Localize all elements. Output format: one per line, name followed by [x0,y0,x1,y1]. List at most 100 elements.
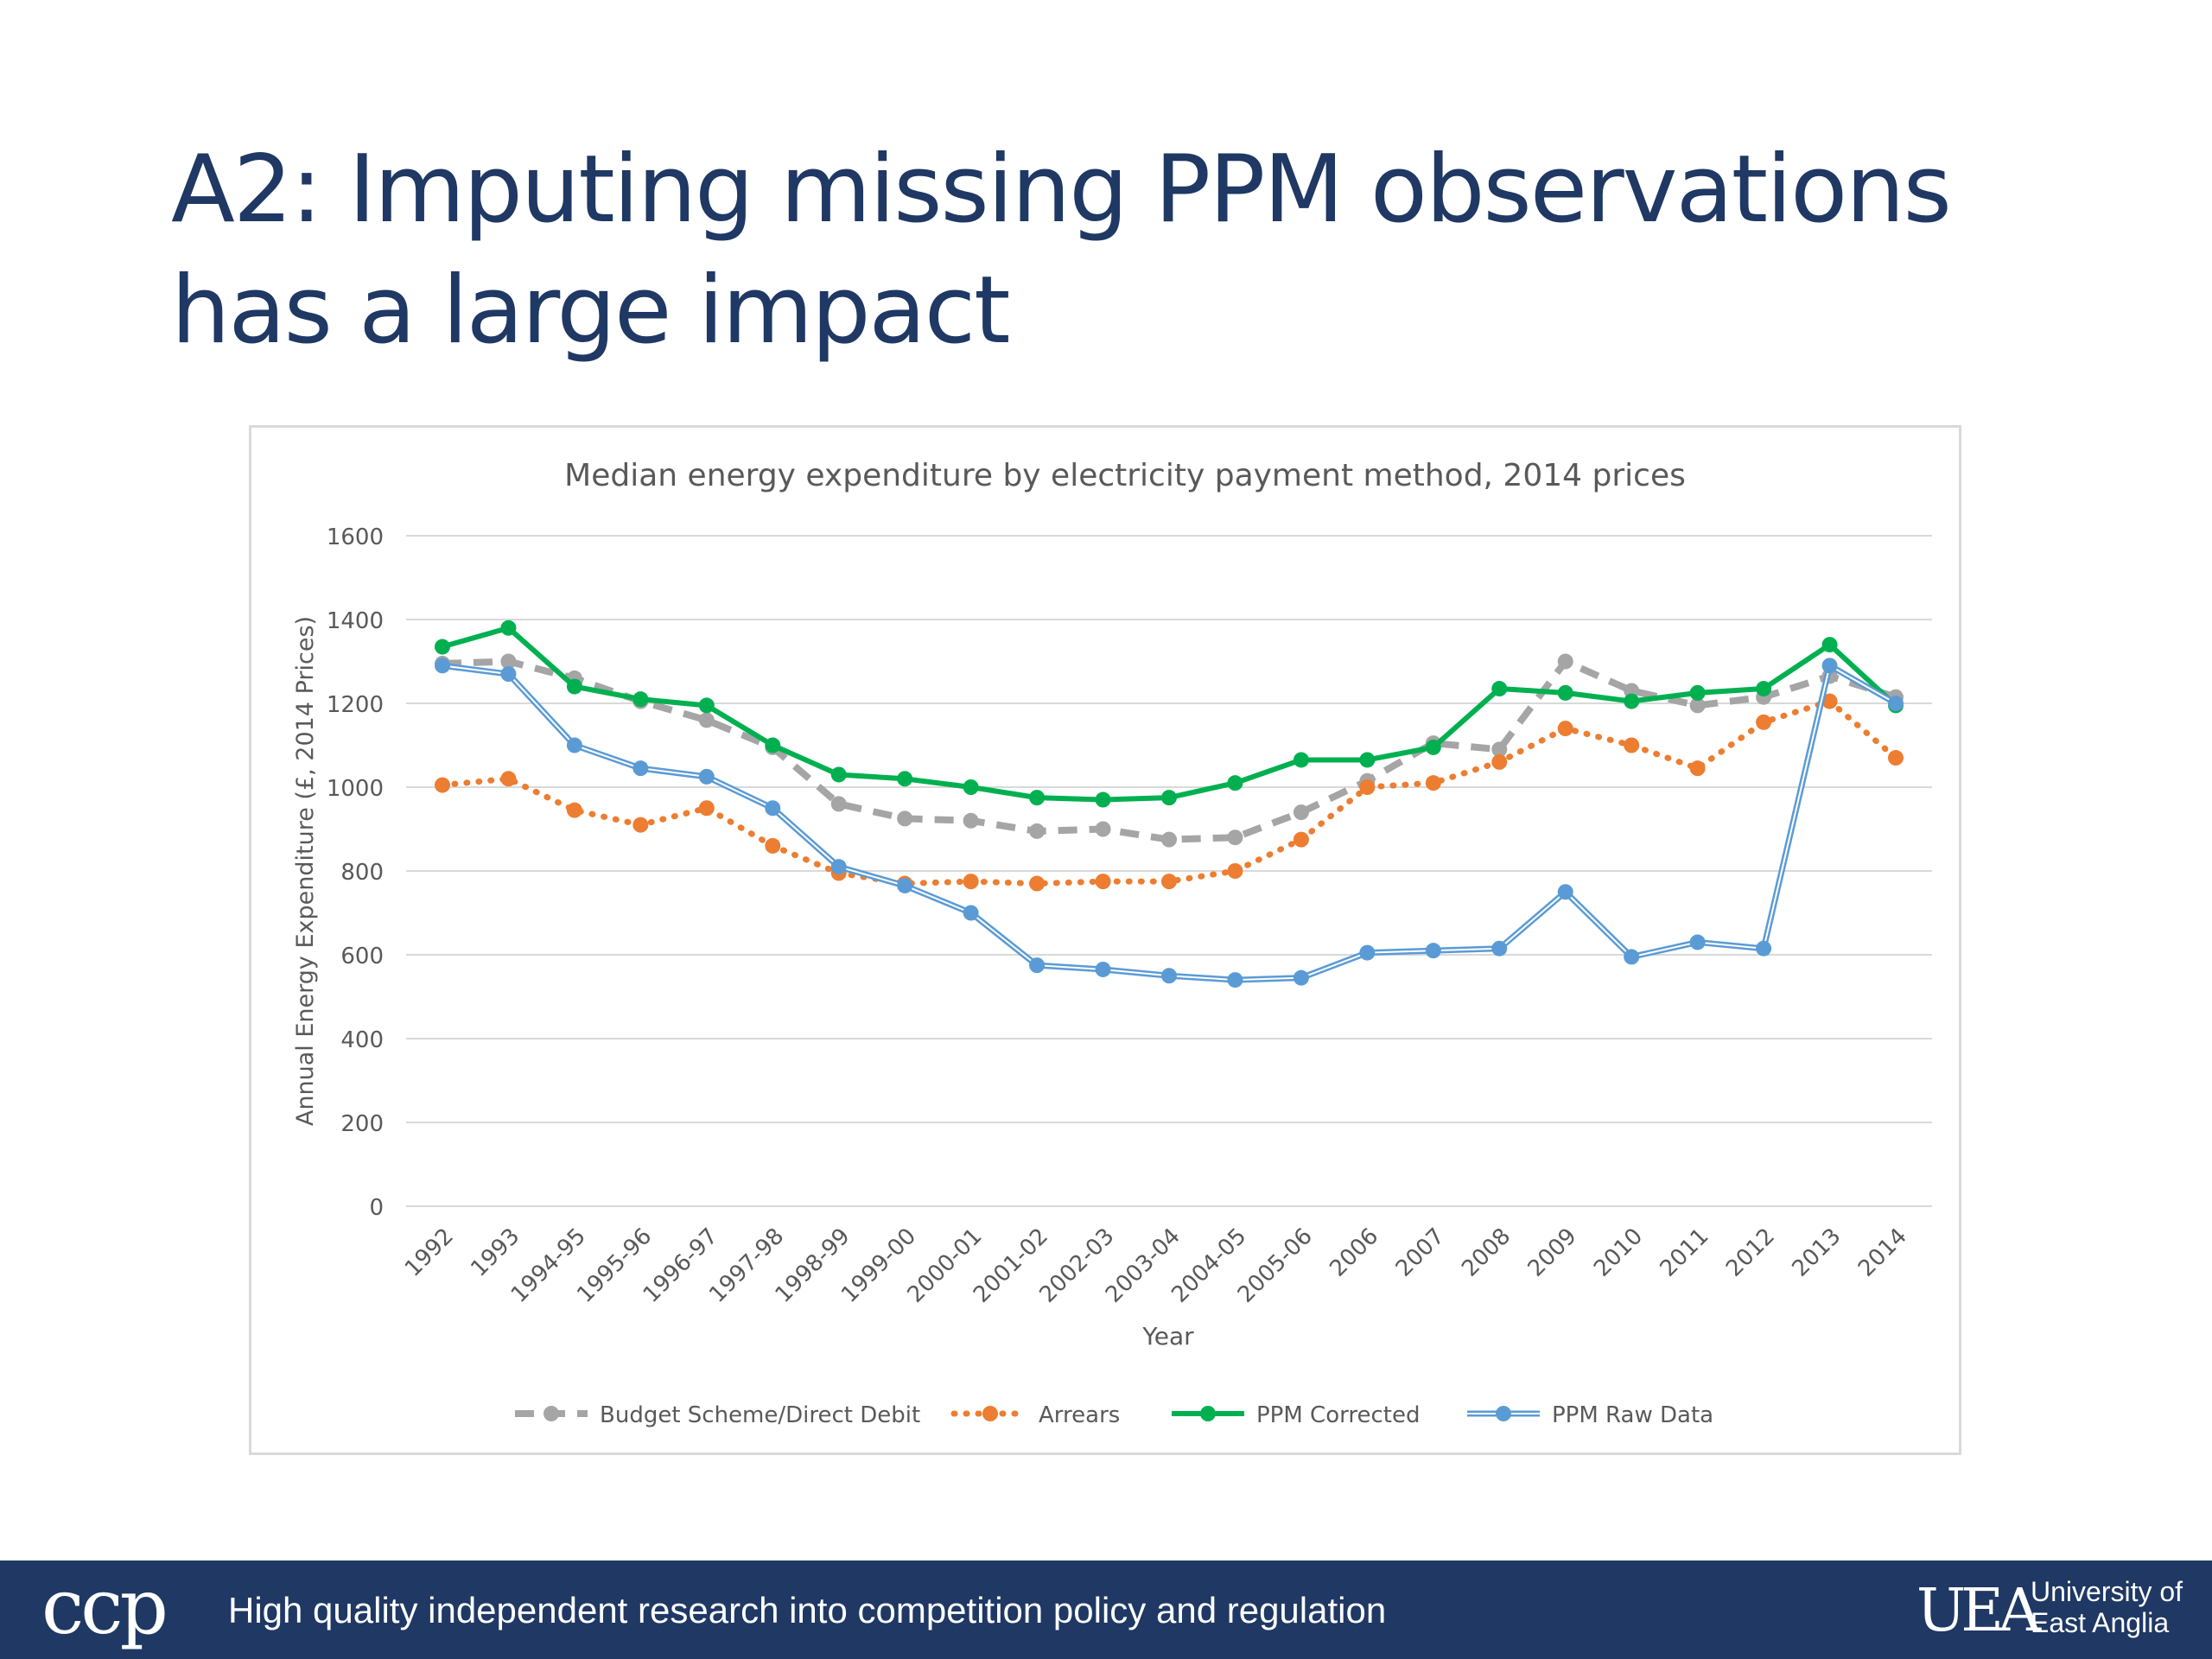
y-tick-label-1000: 1000 [327,776,384,802]
x-tick-label-2014: 2014 [1853,1224,1912,1282]
y-tick-label-1400: 1400 [327,608,384,634]
x-tick-label-2008: 2008 [1457,1224,1516,1282]
data-point-ppm-corrected-2009 [1557,684,1573,701]
data-point-arrears-2012 [1756,714,1772,730]
x-tick-label-2011: 2011 [1656,1224,1714,1282]
data-point-ppm-corrected-1995-96 [632,691,649,708]
series-line-ppm-raw-data [442,662,1897,983]
data-point-arrears-2014 [1888,750,1904,766]
data-point-ppm-raw-data-2005-06 [1293,969,1309,986]
series-line-budget-scheme-direct-debit [442,658,1897,843]
data-point-arrears-2001-02 [1029,875,1046,892]
data-point-ppm-raw-data-2012 [1756,940,1772,957]
data-point-arrears-1993 [500,771,517,787]
series [435,620,1904,988]
legend-label-budget-scheme-direct-debit: Budget Scheme/Direct Debit [600,1402,920,1428]
series-arrears [435,693,1904,892]
series-ppm-raw-data [435,658,1904,988]
data-point-ppm-raw-data-2014 [1888,696,1904,711]
data-point-ppm-raw-data-2004-05 [1227,972,1243,988]
data-point-ppm-corrected-1992 [435,639,450,655]
series-line-arrears [439,698,1899,887]
data-point-ppm-raw-data-2003-04 [1161,968,1177,984]
y-tick-label-1600: 1600 [327,524,384,550]
data-point-budget-scheme-direct-debit-2002-03 [1095,821,1111,837]
data-point-ppm-raw-data-1993 [500,666,517,683]
data-point-ppm-raw-data-1995-96 [632,760,649,777]
data-point-ppm-corrected-2006 [1359,752,1376,768]
x-tick-label-1992: 1992 [400,1224,459,1282]
data-point-arrears-1994-95 [566,802,582,818]
university-name-line-1: University of [2031,1576,2183,1607]
data-point-ppm-raw-data-1999-00 [897,877,913,893]
data-point-ppm-corrected-1994-95 [566,678,582,695]
data-point-ppm-raw-data-2011 [1689,934,1706,950]
chart-frame [249,425,1961,1455]
data-point-arrears-1996-97 [698,800,715,817]
legend-label-arrears: Arrears [1039,1402,1120,1428]
data-point-arrears-1997-98 [765,837,781,854]
legend-item-arrears: Arrears [950,1402,1120,1428]
data-point-ppm-corrected-2003-04 [1161,790,1177,806]
data-point-arrears-2002-03 [1095,874,1111,890]
data-point-ppm-corrected-1997-98 [765,737,781,753]
data-point-ppm-raw-data-2013 [1821,658,1838,674]
data-point-ppm-raw-data-2009 [1557,884,1573,900]
data-point-arrears-2013 [1821,693,1838,709]
x-tick-label-2009: 2009 [1523,1224,1582,1282]
data-point-ppm-corrected-2000-01 [963,779,979,795]
data-point-arrears-1995-96 [632,817,649,833]
legend-marker-ppm-corrected [1200,1406,1216,1421]
data-point-budget-scheme-direct-debit-2011 [1689,697,1706,714]
chart-title: Median energy expenditure by electricity… [564,458,1686,493]
data-point-arrears-2008 [1491,753,1508,770]
data-point-ppm-raw-data-2002-03 [1095,961,1111,977]
data-point-arrears-2010 [1624,737,1640,753]
gridlines [406,535,1932,1207]
data-point-budget-scheme-direct-debit-1996-97 [698,712,715,728]
data-point-ppm-corrected-2011 [1689,684,1706,701]
uea-logo: UEA [1916,1577,2041,1645]
data-point-ppm-raw-data-1998-99 [830,859,847,875]
legend-marker-budget-scheme-direct-debit [543,1406,559,1421]
data-point-ppm-corrected-2001-02 [1029,790,1046,806]
data-point-ppm-raw-data-1997-98 [765,800,781,817]
y-tick-label-400: 400 [340,1027,384,1053]
data-point-ppm-corrected-2007 [1425,739,1441,755]
data-point-arrears-1992 [435,777,450,793]
data-point-arrears-2009 [1557,721,1573,737]
y-tick-label-200: 200 [340,1111,384,1137]
data-point-budget-scheme-direct-debit-2000-01 [963,812,979,829]
data-point-budget-scheme-direct-debit-2005-06 [1293,804,1309,821]
data-point-budget-scheme-direct-debit-1999-00 [897,810,913,827]
y-axis-label: Annual Energy Expenditure (£, 2014 Price… [292,616,319,1126]
data-point-ppm-corrected-2008 [1491,681,1508,697]
data-point-ppm-corrected-2002-03 [1095,791,1111,808]
legend-label-ppm-corrected: PPM Corrected [1256,1402,1420,1428]
slide-title-line-1: A2: Imputing missing PPM observations [171,136,1952,244]
data-point-ppm-corrected-2013 [1821,637,1838,653]
data-point-arrears-2006 [1359,779,1376,795]
series-ppm-corrected [435,620,1904,808]
data-point-ppm-raw-data-1996-97 [698,768,715,785]
data-point-ppm-raw-data-1994-95 [566,737,582,753]
data-point-ppm-corrected-1996-97 [698,697,715,714]
legend-marker-arrears [982,1406,998,1421]
y-tick-label-0: 0 [369,1195,384,1221]
footer-tagline: High quality independent research into c… [228,1590,1387,1630]
x-tick-label-2006: 2006 [1325,1224,1383,1282]
data-point-ppm-corrected-1993 [500,620,517,636]
x-axis-ticks: 1992 19931994-951995-961996-971997-981998… [400,1224,1912,1308]
university-name: University of East Anglia [2031,1576,2183,1638]
x-axis-label: Year [1141,1322,1194,1351]
data-point-ppm-corrected-2010 [1624,693,1640,709]
legend-item-ppm-corrected: PPM Corrected [1172,1402,1420,1428]
university-name-line-2: East Anglia [2031,1607,2170,1638]
x-tick-label-1993: 1993 [466,1224,524,1282]
ccp-logo: ccp [41,1562,168,1651]
data-point-ppm-raw-data-2007 [1425,943,1441,959]
data-point-budget-scheme-direct-debit-2004-05 [1227,830,1243,846]
x-tick-label-2013: 2013 [1787,1224,1846,1282]
